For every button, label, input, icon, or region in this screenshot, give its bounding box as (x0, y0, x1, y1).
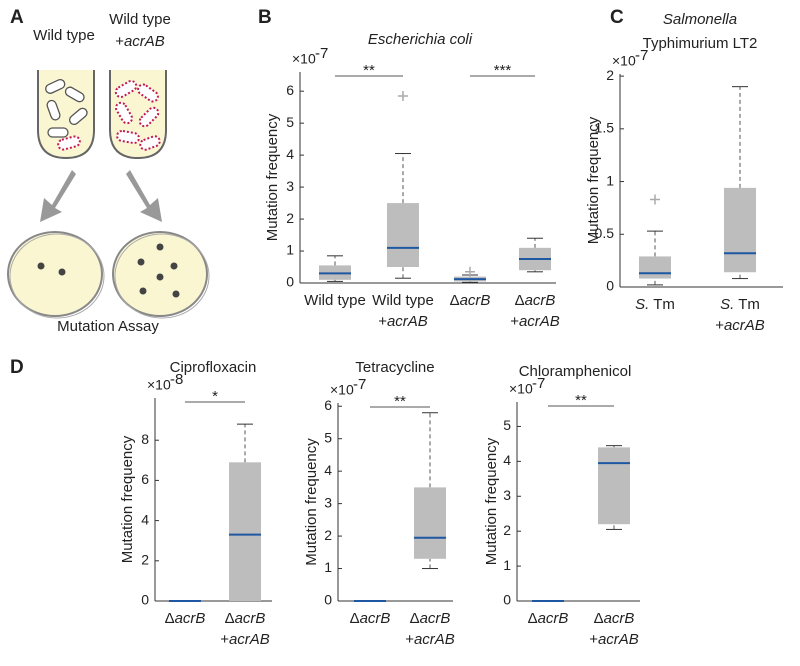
box (414, 487, 446, 559)
outlier (398, 90, 408, 101)
outlier (650, 194, 660, 205)
y-axis-label: Mutation frequency (264, 113, 281, 241)
y-tick-label: 2 (503, 522, 511, 538)
tube-label: Wild type (33, 27, 95, 44)
x-tick-label: ΔacrB (450, 292, 491, 309)
significance-label: ** (575, 392, 587, 409)
significance-label: ** (363, 62, 375, 79)
y-tick-label: 2 (324, 527, 332, 543)
y-tick-label: 0 (606, 278, 614, 294)
y-tick-label: 6 (324, 397, 332, 413)
y-tick-label: 3 (503, 487, 511, 503)
y-tick-label: 0 (324, 592, 332, 608)
significance-label: * (212, 388, 218, 405)
caption: Mutation Assay (57, 318, 159, 335)
panel-label: C (610, 7, 624, 28)
y-exponent-base: ×10 (292, 51, 316, 67)
box (229, 462, 261, 601)
y-tick-label: 3 (286, 178, 294, 194)
y-tick-label: 8 (141, 431, 149, 447)
y-tick-label: 1 (286, 242, 294, 258)
box (724, 187, 756, 273)
box (598, 447, 630, 525)
y-exponent: -8 (170, 371, 183, 388)
y-axis-label: Mutation frequency (585, 116, 602, 244)
chart-title: Typhimurium LT2 (643, 35, 758, 52)
x-tick-label: +acrAB (510, 313, 560, 330)
panel-a-drawing (7, 70, 210, 319)
x-tick-label: ΔacrB (165, 610, 206, 627)
y-tick-label: 5 (324, 429, 332, 445)
y-tick-label: 5 (503, 417, 511, 433)
y-tick-label: 6 (141, 471, 149, 487)
y-exponent-base: ×10 (612, 53, 636, 69)
y-tick-label: 0.5 (595, 225, 615, 241)
x-tick-label: ΔacrB (350, 610, 391, 627)
y-axis-label: Mutation frequency (303, 438, 320, 566)
y-tick-label: 4 (324, 462, 332, 478)
x-tick-label: S. Tm (720, 296, 760, 313)
significance-label: ** (394, 393, 406, 410)
outlier (465, 266, 475, 277)
x-tick-label: +acrAB (220, 631, 270, 648)
y-tick-label: 0 (503, 592, 511, 608)
y-tick-label: 1 (606, 172, 614, 188)
y-tick-label: 1 (324, 559, 332, 575)
y-axis-label: Mutation frequency (119, 435, 136, 563)
x-tick-label: ΔacrB (594, 610, 635, 627)
y-tick-label: 6 (286, 82, 294, 98)
x-tick-label: +acrAB (715, 317, 765, 334)
x-tick-label: Wild type (304, 292, 366, 309)
y-tick-label: 0 (141, 592, 149, 608)
panel-label: A (10, 7, 24, 28)
y-axis-label: Mutation frequency (483, 437, 500, 565)
significance-label: *** (494, 62, 512, 79)
box (639, 256, 671, 279)
tube-label: Wild type (109, 11, 171, 28)
tube-label: +acrAB (115, 33, 165, 50)
x-tick-label: ΔacrB (528, 610, 569, 627)
panel-label: D (10, 357, 24, 378)
y-tick-label: 3 (324, 494, 332, 510)
y-tick-label: 2 (141, 552, 149, 568)
x-tick-label: Wild type (372, 292, 434, 309)
y-tick-label: 4 (141, 511, 149, 527)
x-tick-label: S. Tm (635, 296, 675, 313)
y-tick-label: 2 (286, 210, 294, 226)
chart-title: Ciprofloxacin (170, 359, 257, 376)
y-tick-label: 4 (286, 146, 294, 162)
panel-label: B (258, 7, 272, 28)
x-tick-label: +acrAB (378, 313, 428, 330)
y-tick-label: 1 (503, 557, 511, 573)
chart-title: Chloramphenicol (519, 363, 632, 380)
box (387, 203, 419, 268)
y-exponent: -7 (635, 47, 648, 64)
y-tick-label: 4 (503, 452, 511, 468)
x-tick-label: ΔacrB (225, 610, 266, 627)
chart-title: Salmonella (663, 11, 737, 28)
x-tick-label: +acrAB (589, 631, 639, 648)
y-exponent: -7 (353, 376, 366, 393)
y-exponent: -7 (315, 45, 328, 62)
y-tick-label: 0 (286, 274, 294, 290)
y-tick-label: 2 (606, 67, 614, 83)
y-exponent: -7 (532, 375, 545, 392)
x-tick-label: ΔacrB (410, 610, 451, 627)
chart-title: Escherichia coli (368, 31, 473, 48)
y-exponent-base: ×10 (330, 382, 354, 398)
y-exponent-base: ×10 (147, 377, 171, 393)
x-tick-label: ΔacrB (515, 292, 556, 309)
x-tick-label: +acrAB (405, 631, 455, 648)
chart-title: Tetracycline (355, 359, 434, 376)
y-tick-label: 1.5 (595, 120, 615, 136)
y-tick-label: 5 (286, 114, 294, 130)
y-exponent-base: ×10 (509, 381, 533, 397)
